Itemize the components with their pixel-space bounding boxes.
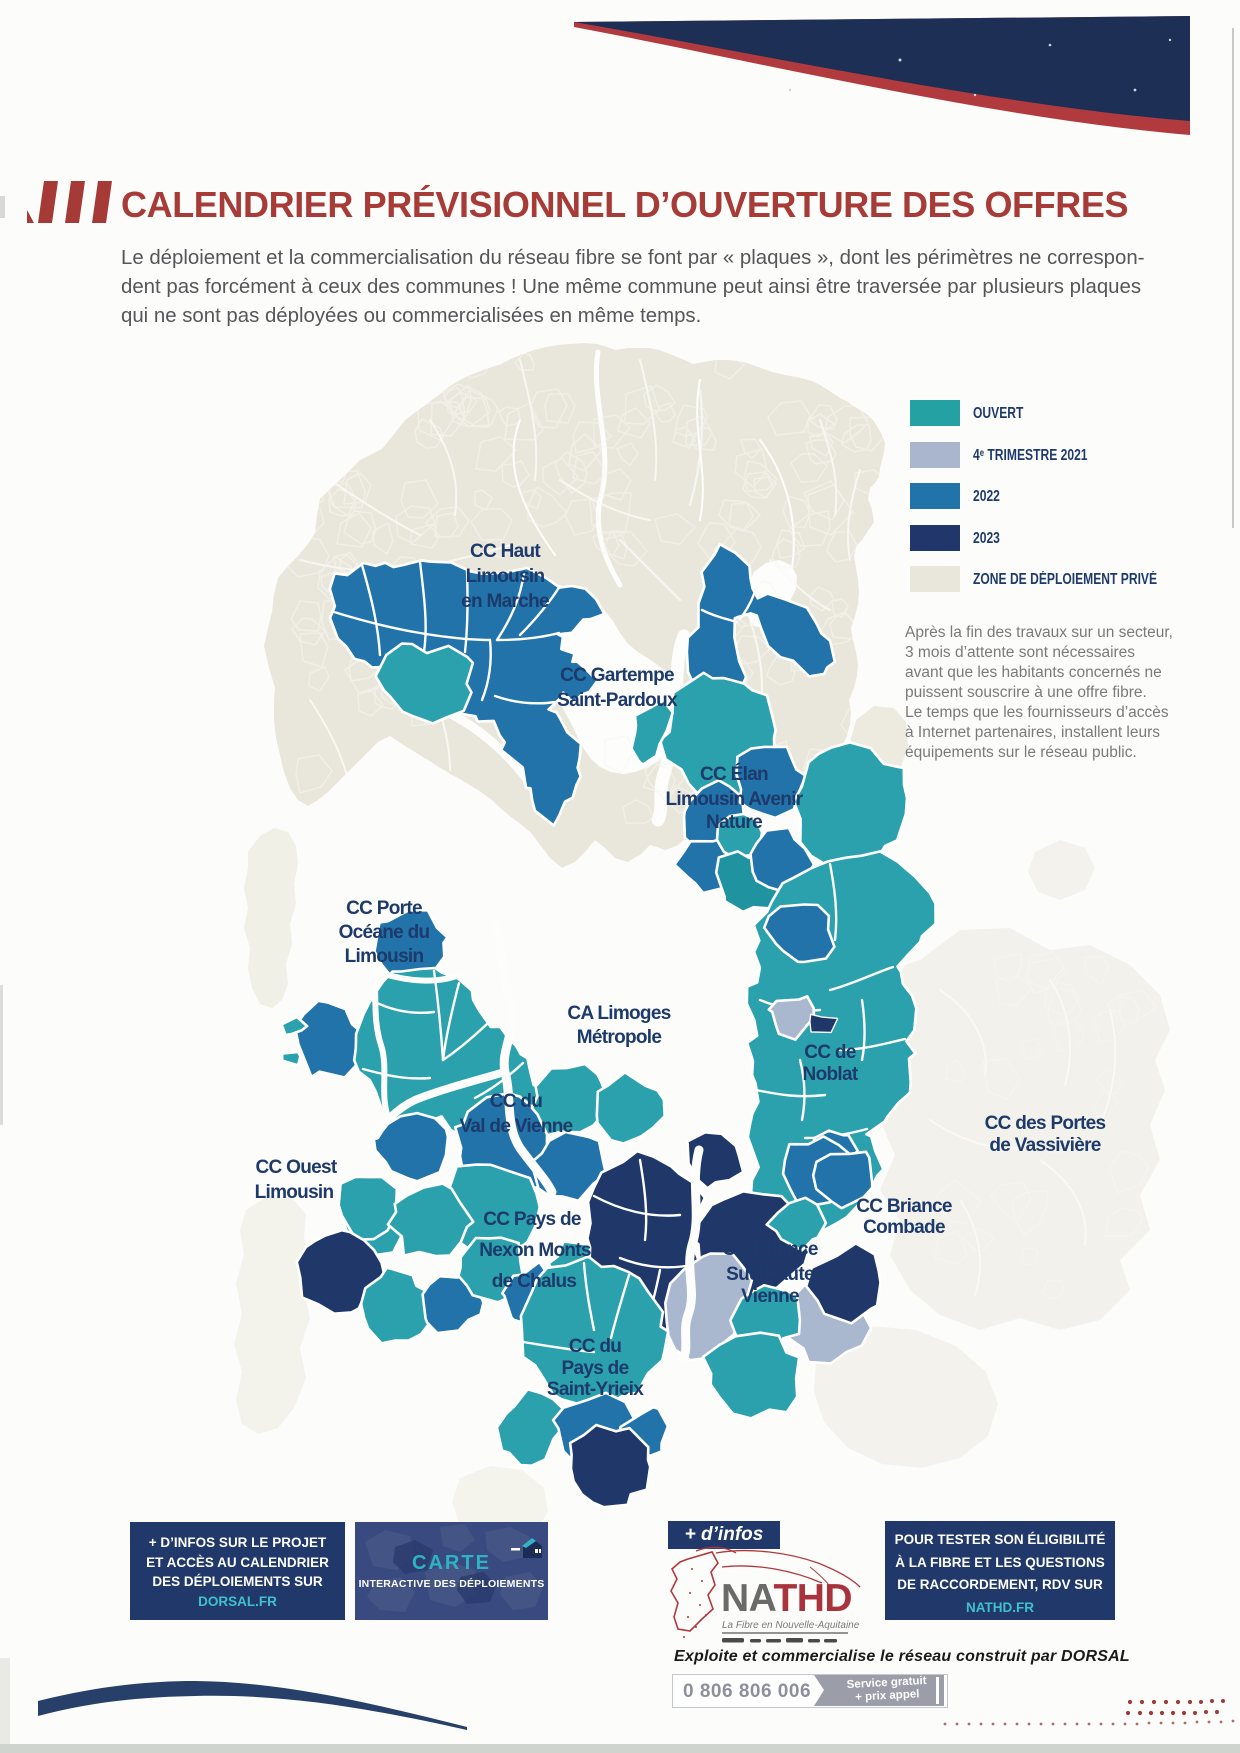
svg-text:CC Gartempe: CC Gartempe bbox=[560, 665, 674, 686]
svg-text:Sud Haute: Sud Haute bbox=[726, 1264, 814, 1285]
svg-text:Nexon Monts: Nexon Monts bbox=[479, 1240, 591, 1261]
svg-text:Noblat: Noblat bbox=[803, 1064, 859, 1085]
svg-text:CC Élan: CC Élan bbox=[700, 763, 768, 785]
svg-text:CA Limoges: CA Limoges bbox=[567, 1003, 670, 1024]
svg-text:La Fibre en Nouvelle-Aquitaine: La Fibre en Nouvelle-Aquitaine bbox=[722, 1620, 860, 1631]
svg-text:CC du: CC du bbox=[569, 1336, 622, 1357]
svg-text:CC Briance: CC Briance bbox=[856, 1196, 952, 1217]
svg-text:Pays de: Pays de bbox=[562, 1358, 629, 1379]
svg-text:CC Porte: CC Porte bbox=[346, 898, 422, 919]
svg-text:Métropole: Métropole bbox=[577, 1027, 662, 1048]
svg-text:CC Pays de: CC Pays de bbox=[483, 1209, 581, 1230]
svg-text:Vienne: Vienne bbox=[741, 1286, 799, 1307]
svg-text:Saint-Pardoux: Saint-Pardoux bbox=[557, 690, 678, 711]
svg-text:CC des Portes: CC des Portes bbox=[985, 1113, 1106, 1134]
svg-text:de Vassivière: de Vassivière bbox=[989, 1135, 1100, 1156]
svg-text:de Chalus: de Chalus bbox=[492, 1271, 577, 1292]
svg-text:Limousin Avenir: Limousin Avenir bbox=[666, 789, 804, 810]
svg-text:CC Haut: CC Haut bbox=[470, 541, 541, 562]
svg-text:Combade: Combade bbox=[863, 1217, 945, 1238]
svg-text:CC Briance: CC Briance bbox=[722, 1239, 818, 1260]
svg-text:CC Ouest: CC Ouest bbox=[256, 1157, 338, 1178]
svg-text:en Marche: en Marche bbox=[461, 591, 549, 612]
svg-text:Val de Vienne: Val de Vienne bbox=[459, 1116, 572, 1137]
svg-text:Limousin: Limousin bbox=[345, 946, 424, 967]
svg-text:CC de: CC de bbox=[804, 1042, 856, 1063]
svg-text:NATHD: NATHD bbox=[721, 1577, 852, 1620]
svg-text:Limousin: Limousin bbox=[255, 1182, 334, 1203]
svg-text:Nature: Nature bbox=[706, 812, 762, 833]
svg-text:Saint-Yrieix: Saint-Yrieix bbox=[547, 1379, 644, 1400]
svg-text:CC du: CC du bbox=[490, 1091, 543, 1112]
svg-text:Océane du: Océane du bbox=[339, 922, 430, 943]
svg-text:Limousin: Limousin bbox=[466, 566, 545, 587]
